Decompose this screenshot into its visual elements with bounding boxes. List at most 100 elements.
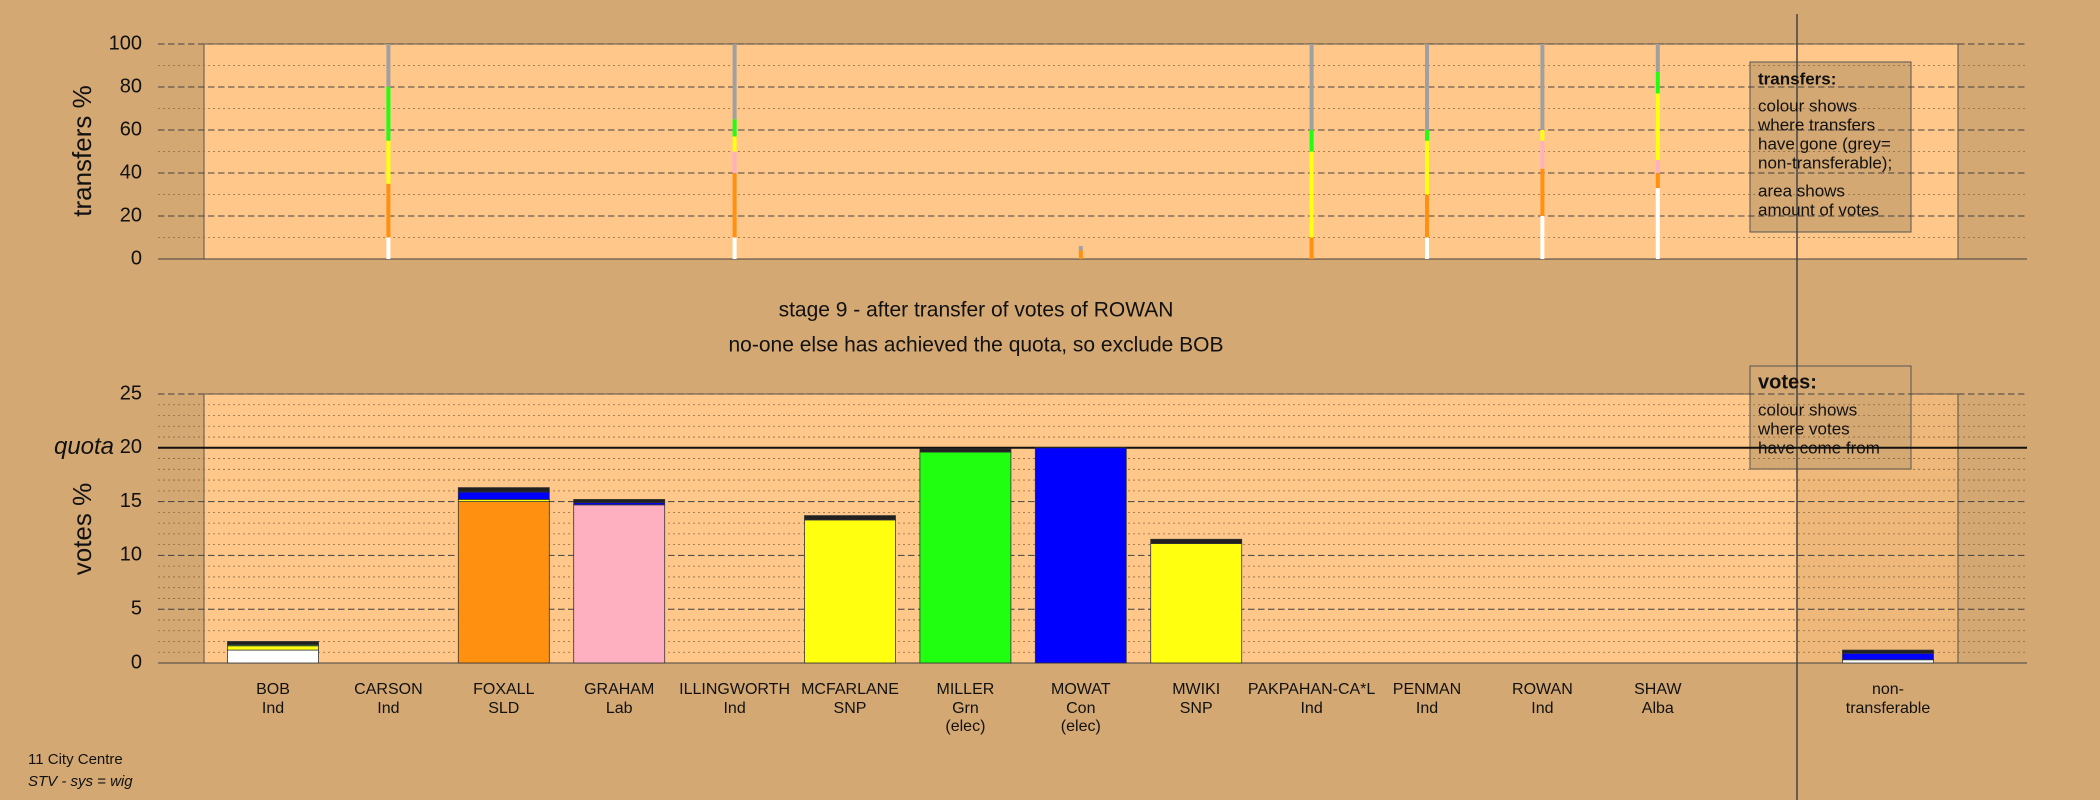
bar-segment [1078, 246, 1083, 251]
bar-segment [1309, 237, 1314, 259]
y-tick-label: 10 [120, 544, 142, 566]
note-title: votes: [1758, 371, 1817, 393]
x-tick-label: MWIKI [1172, 681, 1220, 698]
bar-segment [1540, 140, 1545, 169]
bar-segment [386, 140, 391, 184]
bar-segment [1842, 649, 1934, 654]
bar-segment [1540, 130, 1545, 141]
bar-segment [1655, 93, 1660, 161]
bar-segment [804, 515, 896, 521]
bar-segment [227, 645, 319, 651]
x-tick-label: SHAW [1634, 681, 1682, 698]
x-tick-label: ROWAN [1512, 681, 1573, 698]
bar-segment [457, 491, 550, 500]
bar-segment [1425, 140, 1429, 195]
note-line: amount of votes [1758, 200, 1879, 219]
bar-segment [1150, 538, 1243, 544]
x-tick-sublabel: Ind [723, 700, 745, 717]
x-tick-sublabel: Grn [952, 700, 979, 717]
y-tick-label: 20 [120, 436, 142, 458]
bar-segment [732, 44, 737, 120]
bar-segment [1150, 543, 1243, 664]
x-tick-sublabel: Ind [262, 700, 284, 717]
bar-segment [1309, 44, 1314, 130]
bar-segment [1425, 237, 1429, 259]
bar-segment [1540, 44, 1545, 130]
x-tick-sublabel: (elec) [1061, 718, 1101, 735]
bar-segment [573, 499, 666, 504]
y-tick-label: 100 [109, 32, 142, 54]
note-line: where votes [1757, 419, 1850, 438]
y-axis-label: votes % [67, 483, 97, 576]
y-tick-label: 5 [131, 597, 142, 619]
bar-segment [386, 183, 391, 238]
bar-segment [1655, 71, 1660, 94]
y-tick-label: 60 [120, 118, 142, 140]
note-line: colour shows [1758, 400, 1857, 419]
bar-segment [1309, 130, 1314, 152]
bar-segment [1655, 160, 1660, 173]
top-plot-area [203, 43, 1959, 260]
x-tick-sublabel: Lab [606, 700, 633, 717]
bar-segment [1425, 130, 1429, 141]
x-tick-sublabel: Ind [1416, 700, 1438, 717]
bar-segment [227, 649, 319, 664]
bar-segment [919, 448, 1012, 453]
bar-segment [1655, 44, 1660, 72]
x-tick-label: ILLINGWORTH [679, 681, 790, 698]
x-tick-label: PENMAN [1393, 681, 1461, 698]
y-tick-label: 40 [120, 161, 142, 183]
x-tick-sublabel: Alba [1642, 700, 1674, 717]
x-tick-label: non- [1872, 681, 1904, 698]
x-tick-label: PAKPAHAN-CA*L [1248, 681, 1376, 698]
bar-segment [1034, 447, 1127, 664]
bar-segment [1842, 652, 1934, 661]
x-tick-sublabel: Ind [1300, 700, 1322, 717]
bar-segment [804, 519, 896, 664]
x-tick-sublabel: SNP [1180, 700, 1213, 717]
footer-system: STV - sys = wig [28, 773, 133, 790]
x-tick-sublabel: SLD [488, 700, 519, 717]
bar-segment [919, 451, 1012, 664]
note-line: have come from [1758, 438, 1880, 457]
bar-segment [1842, 659, 1934, 664]
bar-segment [732, 136, 737, 152]
bar-segment [732, 173, 737, 238]
bar-segment [732, 119, 737, 137]
note-line: area shows [1758, 181, 1845, 200]
y-tick-label: 80 [120, 75, 142, 97]
bar-segment [1425, 44, 1429, 130]
x-tick-label: MOWAT [1051, 681, 1111, 698]
x-tick-sublabel: Con [1066, 700, 1095, 717]
bar-segment [1540, 168, 1545, 216]
note-line: where transfers [1757, 115, 1875, 134]
note-line: colour shows [1758, 96, 1857, 115]
bar-segment [1655, 173, 1660, 189]
bar-segment [386, 44, 391, 87]
chart-title: stage 9 - after transfer of votes of ROW… [779, 299, 1174, 322]
x-tick-label: CARSON [354, 681, 422, 698]
x-tick-label: FOXALL [473, 681, 534, 698]
x-tick-label: GRAHAM [584, 681, 654, 698]
bar-segment [732, 237, 737, 259]
quota-label: quota [54, 433, 114, 460]
bar-segment [1309, 151, 1314, 238]
x-tick-label: MCFARLANE [801, 681, 899, 698]
y-tick-label: 0 [131, 651, 142, 673]
bar-segment [732, 151, 737, 173]
bar-segment [386, 237, 391, 259]
x-tick-label: MILLER [937, 681, 995, 698]
x-tick-label: BOB [256, 681, 290, 698]
bar-segment [457, 501, 550, 664]
note-box [1749, 365, 1912, 470]
bar-segment [1425, 194, 1429, 238]
bar-segment [1655, 188, 1660, 259]
y-tick-label: 20 [120, 204, 142, 226]
bar-segment [457, 487, 550, 493]
x-tick-sublabel: Ind [1531, 700, 1553, 717]
x-tick-sublabel: (elec) [945, 718, 985, 735]
chart-subtitle: no-one else has achieved the quota, so e… [729, 334, 1224, 357]
bar-segment [1540, 216, 1545, 259]
x-tick-sublabel: Ind [377, 700, 399, 717]
